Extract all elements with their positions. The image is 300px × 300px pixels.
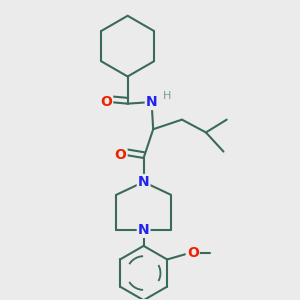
Text: N: N: [138, 223, 149, 237]
Text: N: N: [146, 95, 158, 109]
Text: N: N: [138, 175, 149, 189]
Text: O: O: [115, 148, 127, 162]
Text: O: O: [100, 95, 112, 109]
Text: H: H: [163, 91, 171, 101]
Text: O: O: [187, 246, 199, 260]
